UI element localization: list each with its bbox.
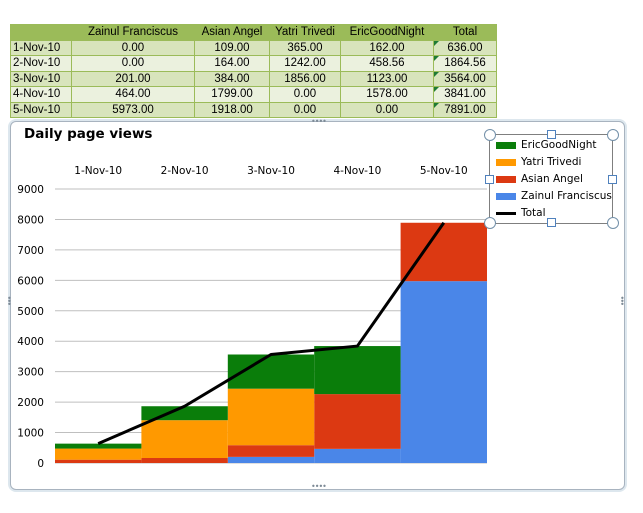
value-cell[interactable]: 458.56 [340,55,434,72]
legend-label: EricGoodNight [521,139,597,151]
legend-line-swatch [496,211,516,215]
bar-ericgoodnight [55,443,142,449]
total-line [97,221,446,446]
y-tick-label: 9000 [17,184,44,196]
x-tick-label: 1-Nov-10 [74,165,122,177]
x-tick-label: 2-Nov-10 [161,165,209,177]
table-row: 3-Nov-10 201.00 384.00 1856.00 1123.00 3564.0… [10,70,497,87]
value-cell[interactable]: 5973.00 [71,101,195,118]
bar-yatri-trivedi [141,420,228,459]
bar-asian-angel [400,222,487,282]
legend-swatch [496,158,516,166]
legend-label: Zainul Franciscus [521,190,612,202]
x-tick-label: 3-Nov-10 [247,165,295,177]
top-resize-grip[interactable]: •••• [311,117,327,126]
legend-resize-handle[interactable] [607,129,619,141]
legend-resize-handle[interactable] [484,217,496,229]
value-cell[interactable]: 109.00 [194,39,270,56]
formula-error-indicator-icon [434,56,439,61]
value-cell[interactable]: 0.00 [269,101,341,118]
legend-label: Total [521,207,546,219]
date-cell[interactable]: 3-Nov-10 [10,70,72,87]
legend-resize-handle[interactable] [485,175,494,184]
data-table: Zainul Franciscus Asian Angel Yatri Trived… [10,24,497,118]
bar-asian-angel [141,458,228,463]
legend-label: Asian Angel [521,173,583,185]
formula-error-indicator-icon [434,40,439,46]
header-cell[interactable] [10,24,72,41]
y-tick-label: 5000 [17,306,44,318]
bar-ericgoodnight [314,346,401,395]
value-cell[interactable]: 1799.00 [194,86,270,103]
date-cell[interactable]: 5-Nov-10 [10,101,72,118]
y-tick-label: 0 [37,458,44,470]
legend-swatch [496,175,516,183]
legend-item[interactable]: Total [496,207,546,223]
legend-swatch [496,141,516,149]
legend-swatch [496,192,516,200]
legend-resize-handle[interactable] [608,175,617,184]
total-cell[interactable]: 7891.00 [433,101,497,118]
bar-asian-angel [227,445,315,457]
legend-item[interactable]: Yatri Trivedi [496,156,581,172]
legend-resize-handle[interactable] [547,130,556,139]
date-cell[interactable]: 4-Nov-10 [10,86,72,103]
legend-label: Yatri Trivedi [521,156,582,168]
table-row: 5-Nov-10 5973.00 1918.00 0.00 0.00 7891.00 [10,101,497,118]
legend-item[interactable]: Asian Angel [496,173,583,189]
value-cell[interactable]: 365.00 [269,39,341,56]
value-cell[interactable]: 201.00 [71,70,195,87]
x-tick-label: 5-Nov-10 [420,165,468,177]
y-tick-label: 7000 [17,245,44,257]
value-cell[interactable]: 1918.00 [194,101,270,118]
bar-zainul-franciscus [314,448,401,463]
y-tick-label: 6000 [17,275,44,287]
chart-legend[interactable]: EricGoodNight Yatri Trivedi Asian Angel Zai… [484,129,619,229]
value-cell[interactable]: 384.00 [194,70,270,87]
y-tick-label: 4000 [17,336,44,348]
value-cell[interactable]: 464.00 [71,86,195,103]
value-cell[interactable]: 1578.00 [340,86,434,103]
value-cell[interactable]: 0.00 [340,101,434,118]
legend-item[interactable]: Zainul Franciscus [496,190,612,206]
total-cell[interactable]: 636.00 [433,39,497,56]
y-tick-label: 8000 [17,214,44,226]
y-tick-label: 3000 [17,367,44,379]
bar-asian-angel [314,394,401,449]
header-cell[interactable]: Yatri Trivedi [269,24,341,41]
legend-resize-handle[interactable] [547,218,556,227]
header-cell[interactable]: Zainul Franciscus [71,24,195,41]
bar-zainul-franciscus [227,456,315,463]
bar-zainul-franciscus [400,281,487,463]
bar-yatri-trivedi [227,388,315,446]
formula-error-indicator-icon [434,87,439,92]
legend-resize-handle[interactable] [607,217,619,229]
bottom-resize-grip[interactable]: •••• [311,482,327,491]
legend-item[interactable]: EricGoodNight [496,139,597,155]
bar-asian-angel [55,459,142,463]
right-resize-grip[interactable]: • • • [620,294,625,309]
chart-title: Daily page views [24,126,153,142]
y-tick-label: 2000 [17,397,44,409]
table-row: 4-Nov-10 464.00 1799.00 0.00 1578.00 3841.00 [10,86,497,103]
y-tick-label: 1000 [17,428,44,440]
formula-error-indicator-icon [434,102,439,108]
legend-resize-handle[interactable] [484,129,496,141]
formula-error-indicator-icon [434,71,439,77]
left-resize-grip[interactable]: • • • [7,294,12,309]
bar-yatri-trivedi [55,448,142,460]
x-tick-label: 4-Nov-10 [333,165,381,177]
